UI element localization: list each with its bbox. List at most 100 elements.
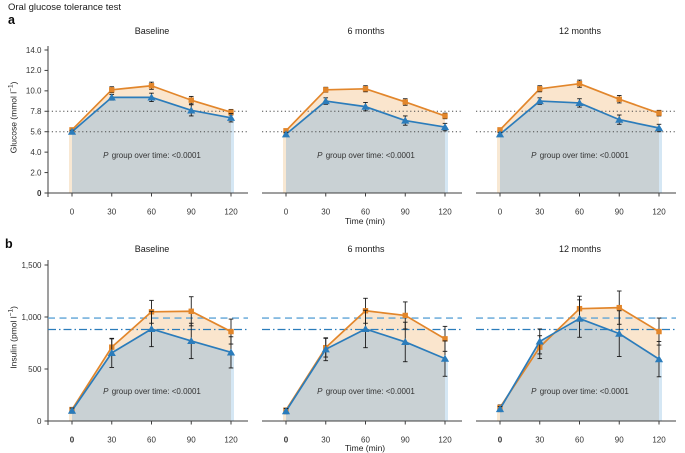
x-tick-label: 30	[321, 436, 330, 445]
left-edge-strip	[283, 130, 286, 193]
triangle-marker	[226, 113, 236, 121]
x-tick-label: 30	[107, 436, 116, 445]
x-tick-label: 60	[575, 436, 584, 445]
triangle-marker	[187, 337, 196, 345]
triangle-marker	[361, 102, 370, 110]
y-tick-label: 4.0	[30, 148, 42, 157]
triangle-marker	[67, 406, 77, 414]
square-marker	[576, 80, 583, 87]
panel-label-a: a	[8, 13, 15, 27]
x-axis-label-a: Time (min)	[344, 216, 386, 226]
left-edge-strip	[283, 410, 286, 421]
x-tick-label: 90	[187, 208, 196, 217]
subplot-title-a-12months: 12 months	[558, 26, 602, 36]
square-marker	[402, 312, 408, 319]
subplot-title-a-6months: 6 months	[347, 26, 385, 36]
x-tick-label: 90	[401, 436, 410, 445]
p-text: group over time: <0.0001	[323, 151, 415, 160]
figure-title: Oral glucose tolerance test	[8, 2, 122, 13]
triangle-marker	[401, 338, 410, 346]
p-italic: P	[103, 151, 109, 160]
x-tick-label: 60	[575, 208, 584, 217]
p-value-annotation: P group over time: <0.0001	[72, 387, 232, 396]
triangle-marker	[107, 348, 116, 356]
y-axis-label-superscript: −1	[7, 308, 15, 317]
subplot-title-b-12months: 12 months	[558, 244, 602, 254]
square-marker	[109, 87, 115, 93]
triangle-marker	[535, 97, 544, 105]
p-value-annotation: P group over time: <0.0001	[500, 151, 660, 160]
square-marker	[656, 328, 662, 335]
p-text: group over time: <0.0001	[537, 387, 629, 396]
x-tick-label: 120	[438, 436, 452, 445]
p-text: group over time: <0.0001	[537, 151, 629, 160]
x-tick-label: 0	[498, 436, 503, 445]
p-value-annotation: P group over time: <0.0001	[500, 387, 660, 396]
x-tick-label: 0	[498, 208, 503, 217]
triangle-marker	[187, 106, 196, 114]
right-edge-strip	[231, 117, 234, 193]
x-tick-label: 0	[284, 208, 289, 217]
right-edge-strip	[445, 358, 448, 421]
y-axis-label-text: Insulin (pmol l	[8, 316, 19, 369]
y-tick-label: 0	[37, 417, 42, 426]
triangle-marker	[495, 130, 505, 138]
square-marker	[497, 127, 503, 133]
square-marker	[228, 109, 234, 115]
triangle-marker	[321, 345, 330, 353]
p-text: group over time: <0.0001	[323, 387, 415, 396]
x-tick-label: 120	[652, 208, 666, 217]
x-tick-label: 90	[401, 208, 410, 217]
x-tick-label: 0	[70, 436, 75, 445]
y-tick-label: 7.8	[30, 107, 42, 116]
triangle-marker	[147, 325, 156, 333]
right-edge-strip	[231, 352, 234, 421]
triangle-marker	[361, 325, 370, 333]
square-marker	[442, 113, 448, 119]
triangle-marker	[575, 314, 584, 322]
y-tick-label: 12.0	[26, 66, 42, 75]
square-marker	[442, 336, 448, 342]
triangle-marker	[281, 407, 291, 415]
right-edge-strip	[659, 359, 662, 421]
triangle-marker	[654, 124, 664, 132]
p-value-annotation: P group over time: <0.0001	[286, 151, 446, 160]
x-tick-label: 120	[224, 208, 238, 217]
square-marker	[323, 87, 329, 93]
x-tick-label: 120	[224, 436, 238, 445]
x-tick-label: 90	[615, 208, 624, 217]
square-marker	[402, 99, 408, 105]
x-axis-label-b: Time (min)	[344, 443, 386, 453]
x-tick-label: 60	[361, 436, 370, 445]
triangle-marker	[535, 337, 544, 345]
square-marker	[656, 110, 662, 116]
right-edge-strip	[445, 127, 448, 193]
p-value-annotation: P group over time: <0.0001	[286, 387, 446, 396]
x-tick-label: 30	[321, 208, 330, 217]
x-tick-label: 120	[438, 208, 452, 217]
p-italic: P	[531, 387, 537, 396]
y-tick-label: 500	[28, 365, 42, 374]
x-tick-label: 30	[107, 208, 116, 217]
square-marker	[228, 328, 234, 335]
triangle-marker	[654, 355, 664, 363]
p-text: group over time: <0.0001	[109, 387, 201, 396]
y-axis-label-text: Glucose (mmol l	[8, 91, 19, 154]
x-tick-label: 120	[652, 436, 666, 445]
subplot-title-b-6months: 6 months	[347, 244, 385, 254]
p-italic: P	[317, 151, 323, 160]
triangle-marker	[575, 99, 584, 107]
y-tick-label: 5.6	[30, 128, 42, 137]
subplot-title-b-baseline: Baseline	[134, 244, 170, 254]
y-tick-label: 10.0	[26, 87, 42, 96]
y-axis-label-insulin: Insulin (pmol l−1)	[8, 257, 19, 417]
triangle-marker	[67, 127, 77, 135]
square-marker	[537, 86, 543, 92]
x-tick-label: 90	[615, 436, 624, 445]
square-marker	[616, 96, 622, 102]
area-under-blue	[72, 97, 231, 193]
triangle-marker	[615, 329, 624, 337]
triangle-marker	[440, 123, 450, 131]
y-tick-label: 2.0	[30, 168, 42, 177]
